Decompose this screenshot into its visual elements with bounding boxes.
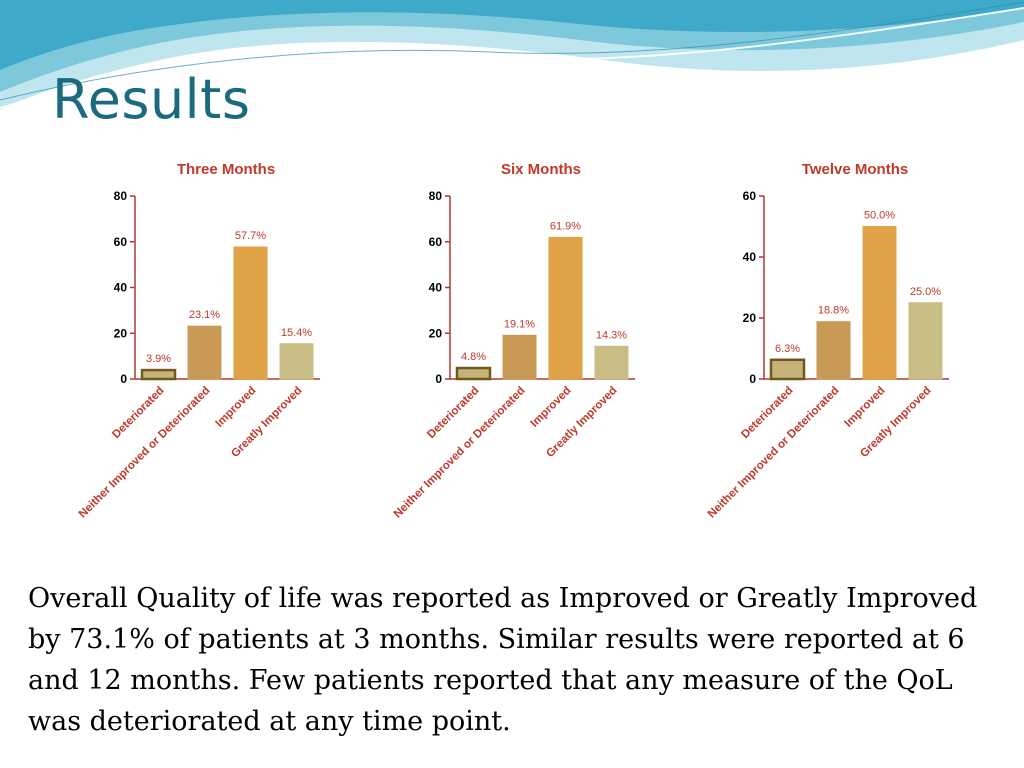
y-tick-label: 0	[749, 372, 756, 386]
data-label: 4.8%	[461, 351, 486, 363]
y-tick-label: 60	[114, 235, 128, 249]
chart-panel-six-months: Six Months 0 20 40 60 80 4.8% Deteriorated 19.1%…	[348, 143, 644, 567]
y-tick-label: 40	[114, 281, 128, 295]
data-label: 57.7%	[235, 230, 266, 242]
y-tick-label: 40	[429, 281, 443, 295]
data-label: 15.4%	[281, 327, 312, 339]
bar-greatly-improved	[908, 302, 943, 380]
y-tick-label: 20	[114, 326, 128, 340]
y-tick-label: 20	[429, 326, 443, 340]
bar-neither-improved-or-deteriorated	[187, 325, 222, 380]
data-label: 25.0%	[910, 286, 941, 298]
data-label: 19.1%	[504, 318, 535, 330]
chart-title: Six Months	[501, 161, 581, 178]
data-label: 6.3%	[775, 343, 800, 355]
bar-deteriorated	[769, 358, 806, 381]
y-tick-label: 0	[435, 372, 442, 386]
x-tick-label: Improved	[843, 385, 888, 430]
chart-panel-twelve-months: Twelve Months 0 20 40 60 6.3% Deteriorated 18.8…	[662, 143, 958, 567]
y-tick-label: 80	[114, 189, 128, 203]
header-wave-decoration	[0, 0, 1024, 110]
y-tick-label: 60	[429, 235, 443, 249]
data-label: 18.8%	[818, 305, 849, 317]
bar-neither-improved-or-deteriorated	[816, 321, 851, 380]
bar-improved	[862, 226, 897, 380]
data-label: 14.3%	[596, 329, 627, 341]
data-label: 3.9%	[146, 353, 171, 365]
data-label: 61.9%	[550, 220, 581, 232]
bar-chart: Six Months0204060804.8%Deteriorated19.1%…	[392, 161, 635, 521]
y-tick-label: 80	[429, 189, 443, 203]
bar-deteriorated	[140, 368, 177, 381]
data-label: 23.1%	[189, 309, 220, 321]
chart-title: Twelve Months	[802, 161, 908, 178]
chart-panel-three-months: Three Months 0 20 40 60 80 3.9% Deteriorated 23.…	[33, 143, 329, 567]
chart-title: Three Months	[177, 161, 275, 178]
x-tick-label: Improved	[529, 385, 574, 430]
bar-chart: Twelve Months02040606.3%Deteriorated18.8…	[706, 161, 949, 521]
summary-paragraph: Overall Quality of life was reported as …	[28, 583, 978, 737]
x-tick-label: Improved	[214, 385, 259, 430]
bar-greatly-improved	[279, 343, 314, 380]
bar-neither-improved-or-deteriorated	[502, 334, 537, 380]
bar-deteriorated	[455, 366, 492, 381]
y-tick-label: 60	[743, 189, 757, 203]
bar-chart: Three Months0204060803.9%Deteriorated23.…	[77, 161, 320, 521]
y-tick-label: 20	[743, 311, 757, 325]
slide-title: Results	[52, 68, 251, 131]
bar-improved	[548, 236, 583, 380]
bar-greatly-improved	[594, 345, 629, 380]
bar-improved	[233, 246, 268, 380]
y-tick-label: 0	[120, 372, 127, 386]
y-tick-label: 40	[743, 250, 757, 264]
data-label: 50.0%	[864, 210, 895, 222]
